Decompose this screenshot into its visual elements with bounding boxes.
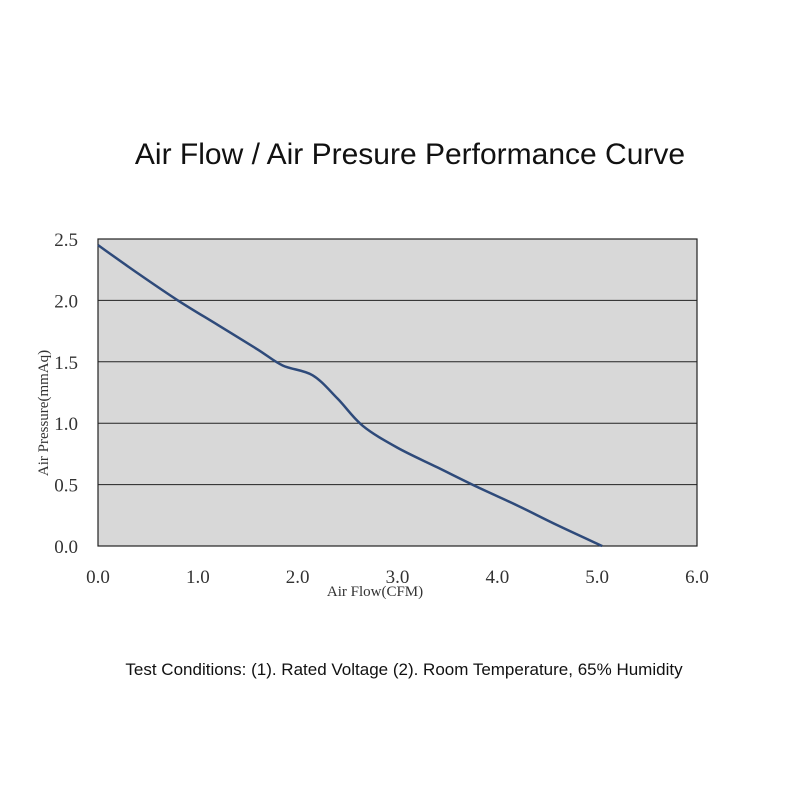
pressure-curve-line <box>97 244 603 548</box>
y-axis-label: Air Pressure(mmAq) <box>36 350 52 476</box>
plot-area <box>97 238 698 547</box>
y-tick-labels: 0.0 0.5 1.0 1.5 2.0 2.5 <box>54 230 78 558</box>
grid-lines <box>98 299 697 486</box>
x-tick-label: 0.0 <box>86 567 110 588</box>
x-tick-label: 5.0 <box>585 567 609 588</box>
x-axis-label: Air Flow(CFM) <box>327 584 423 600</box>
test-conditions-note: Test Conditions: (1). Rated Voltage (2).… <box>125 660 683 679</box>
y-tick-label: 0.5 <box>54 476 78 497</box>
y-tick-label: 2.5 <box>54 230 78 251</box>
y-tick-label: 0.0 <box>54 537 78 558</box>
x-tick-labels: 0.0 1.0 2.0 3.0 4.0 5.0 6.0 <box>86 567 709 588</box>
x-tick-label: 4.0 <box>485 567 509 588</box>
chart-title: Air Flow / Air Presure Performance Curve <box>134 138 686 171</box>
y-tick-label: 1.0 <box>54 414 78 435</box>
y-tick-label: 1.5 <box>54 353 78 374</box>
x-tick-label: 2.0 <box>286 567 310 588</box>
y-tick-label: 2.0 <box>54 291 78 312</box>
x-tick-label: 1.0 <box>186 567 210 588</box>
x-tick-label: 3.0 <box>386 567 410 588</box>
x-tick-label: 6.0 <box>685 567 709 588</box>
